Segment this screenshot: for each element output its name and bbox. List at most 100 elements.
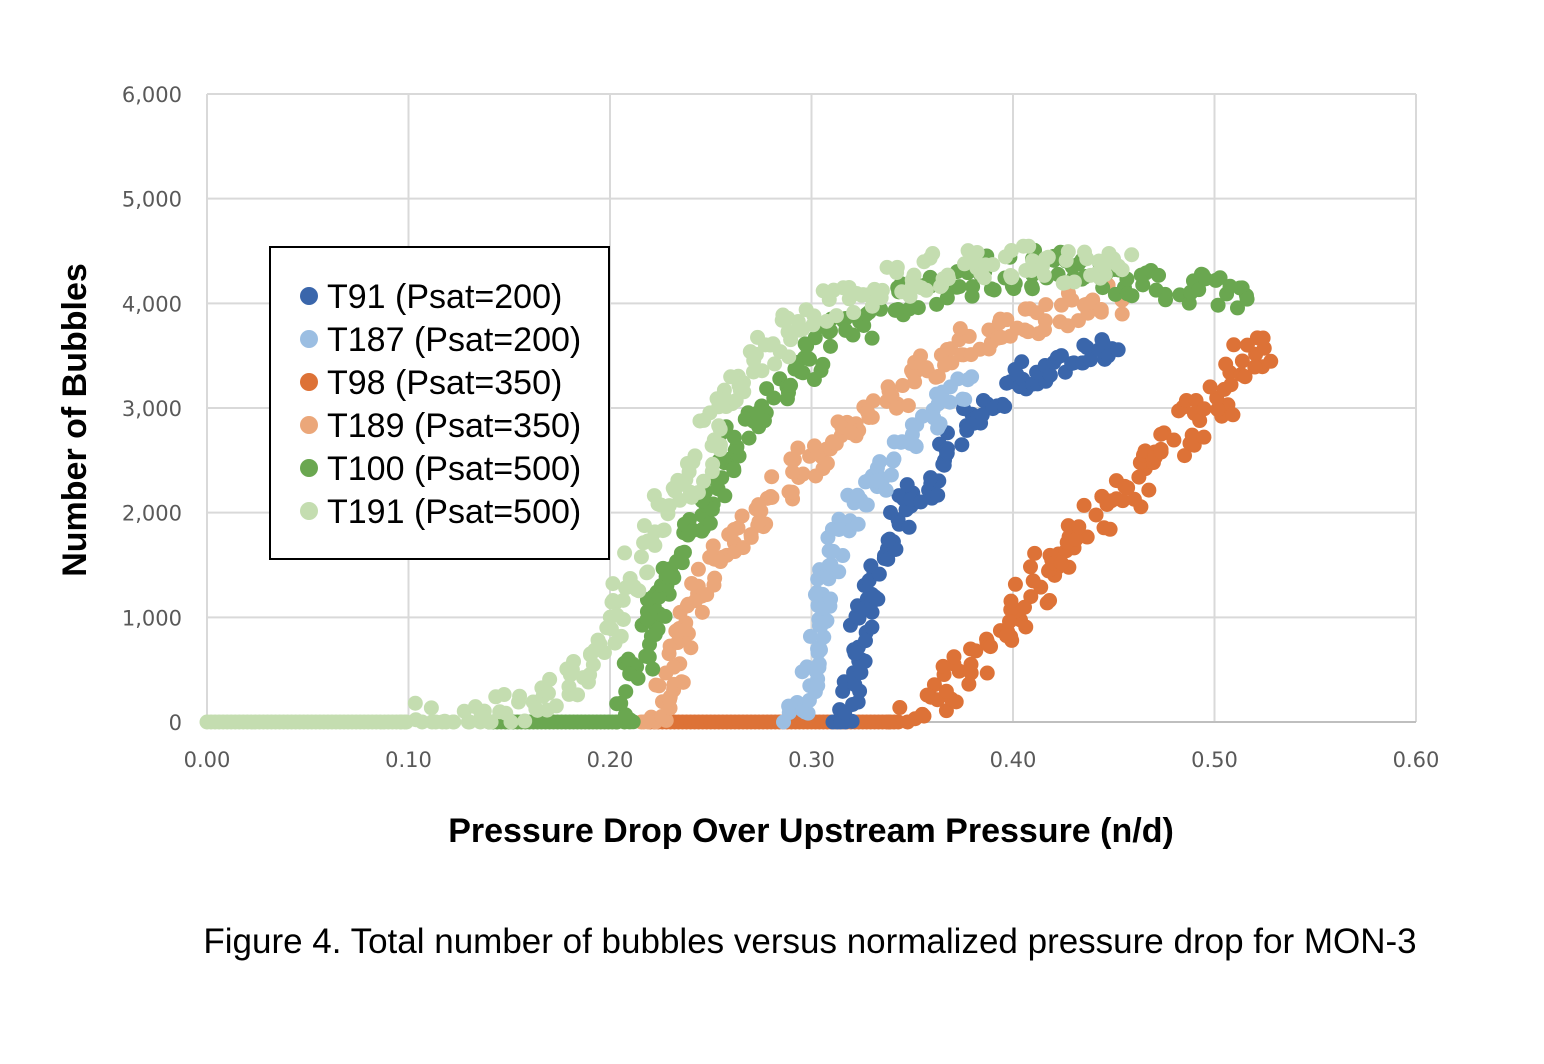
data-point (741, 430, 757, 446)
data-point (907, 374, 923, 390)
data-point (766, 390, 782, 406)
data-point (914, 706, 930, 722)
data-point (1120, 480, 1136, 496)
data-point (640, 714, 656, 730)
data-point (633, 549, 649, 565)
data-point (937, 357, 953, 373)
data-point (1108, 473, 1124, 489)
data-point (1196, 401, 1212, 417)
data-point (414, 714, 430, 730)
data-point (871, 566, 887, 582)
data-point (1153, 444, 1169, 460)
data-point (763, 489, 779, 505)
series-t189 (633, 277, 1130, 730)
data-point (850, 516, 866, 532)
data-point (620, 651, 636, 667)
data-point (965, 245, 981, 261)
data-point (850, 487, 866, 503)
data-point (676, 544, 692, 560)
data-point (704, 501, 720, 517)
data-point (864, 330, 880, 346)
data-point (790, 440, 806, 456)
data-point (815, 356, 831, 372)
data-point (985, 257, 1001, 273)
data-point (1002, 613, 1018, 629)
data-point (639, 611, 655, 627)
y-tick-label: 0 (169, 711, 182, 735)
data-point (483, 714, 499, 730)
legend-marker (300, 373, 318, 391)
data-point (605, 576, 621, 592)
data-point (683, 640, 699, 656)
data-point (901, 519, 917, 535)
data-point (821, 543, 837, 559)
data-point (884, 388, 900, 404)
data-point (641, 649, 657, 665)
data-point (651, 678, 667, 694)
data-point (1077, 244, 1093, 260)
data-point (1124, 247, 1140, 263)
data-point (849, 286, 865, 302)
legend-marker (300, 502, 318, 520)
data-point (1151, 267, 1167, 283)
data-point (653, 497, 669, 513)
data-point (503, 714, 519, 730)
data-point (997, 398, 1013, 414)
data-point (1021, 238, 1037, 254)
data-points (199, 238, 1279, 730)
data-point (712, 437, 728, 453)
data-point (705, 456, 721, 472)
data-point (818, 613, 834, 629)
legend-label: T98 (Psat=350) (327, 364, 562, 402)
data-point (1036, 322, 1052, 338)
data-point (1255, 330, 1271, 346)
data-point (951, 279, 967, 295)
data-point (1071, 519, 1087, 535)
data-point (767, 356, 783, 372)
data-point (617, 545, 633, 561)
data-point (1153, 426, 1169, 442)
legend-label: T189 (Psat=350) (327, 407, 581, 445)
data-point (1038, 297, 1054, 313)
data-point (694, 604, 710, 620)
data-point (843, 425, 859, 441)
data-point (1092, 270, 1108, 286)
data-point (964, 369, 980, 385)
data-point (904, 427, 920, 443)
data-point (825, 434, 841, 450)
data-point (986, 282, 1002, 298)
data-point (998, 628, 1014, 644)
data-point (731, 378, 747, 394)
data-point (938, 683, 954, 699)
x-tick-label: 0.10 (385, 748, 432, 772)
data-point (762, 337, 778, 353)
data-point (651, 589, 667, 605)
data-point (754, 363, 770, 379)
data-point (615, 592, 631, 608)
data-point (914, 280, 930, 296)
data-point (1083, 294, 1099, 310)
data-point (1003, 243, 1019, 259)
series-t91 (825, 332, 1126, 730)
data-point (823, 591, 839, 607)
data-point (802, 628, 818, 644)
data-point (923, 470, 939, 486)
data-point (675, 674, 691, 690)
data-point (867, 589, 883, 605)
data-point (901, 301, 917, 317)
data-point (688, 593, 704, 609)
x-axis-title: Pressure Drop Over Upstream Pressure (n/… (448, 812, 1174, 850)
data-point (881, 714, 897, 730)
data-point (880, 532, 896, 548)
data-point (797, 704, 813, 720)
data-point (802, 351, 818, 367)
data-point (878, 482, 894, 498)
data-point (750, 329, 766, 345)
data-point (705, 538, 721, 554)
data-point (886, 451, 902, 467)
data-point (618, 684, 634, 700)
data-point (1042, 367, 1058, 383)
data-point (1053, 555, 1069, 571)
figure-caption: Figure 4. Total number of bubbles versus… (203, 922, 1417, 961)
data-point (785, 464, 801, 480)
